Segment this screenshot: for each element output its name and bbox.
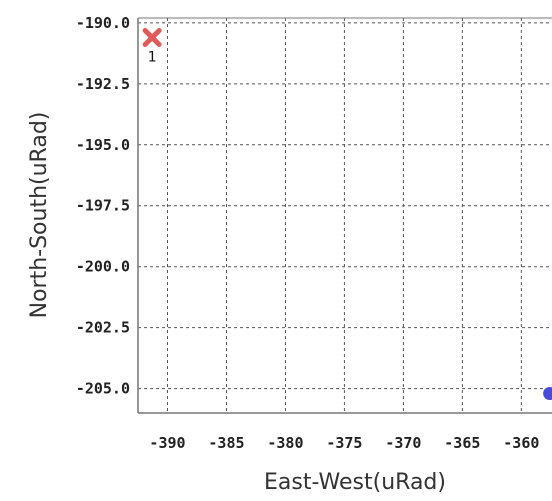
y-axis-title: North-South(uRad) [27, 112, 52, 319]
y-tick-label: -197.5 [76, 197, 130, 215]
data-points: 1 [142, 28, 552, 400]
x-tick-label: -360 [503, 434, 539, 452]
x-tick-label: -385 [208, 434, 244, 452]
x-tick-label: -380 [267, 434, 303, 452]
x-tick-label: -375 [326, 434, 362, 452]
y-tick-label: -195.0 [76, 136, 130, 154]
data-point-circle [543, 386, 552, 400]
data-point-label: 1 [148, 50, 157, 66]
x-tick-label: -370 [385, 434, 421, 452]
y-tick-label: -205.0 [76, 380, 130, 398]
y-tick-label: -192.5 [76, 75, 130, 93]
y-tick-label: -202.5 [76, 319, 130, 337]
y-tick-label: -200.0 [76, 258, 130, 276]
x-tick-labels: -390 -385 -380 -375 -370 -365 -360 [149, 434, 539, 452]
y-tick-label: -190.0 [76, 14, 130, 32]
grid [138, 18, 552, 413]
data-point-x-marker [142, 28, 162, 48]
x-tick-label: -390 [149, 434, 185, 452]
x-axis-title: East-West(uRad) [264, 470, 446, 495]
x-tick-label: -365 [444, 434, 480, 452]
y-tick-labels: -190.0 -192.5 -195.0 -197.5 -200.0 -202.5 -205… [76, 14, 130, 398]
